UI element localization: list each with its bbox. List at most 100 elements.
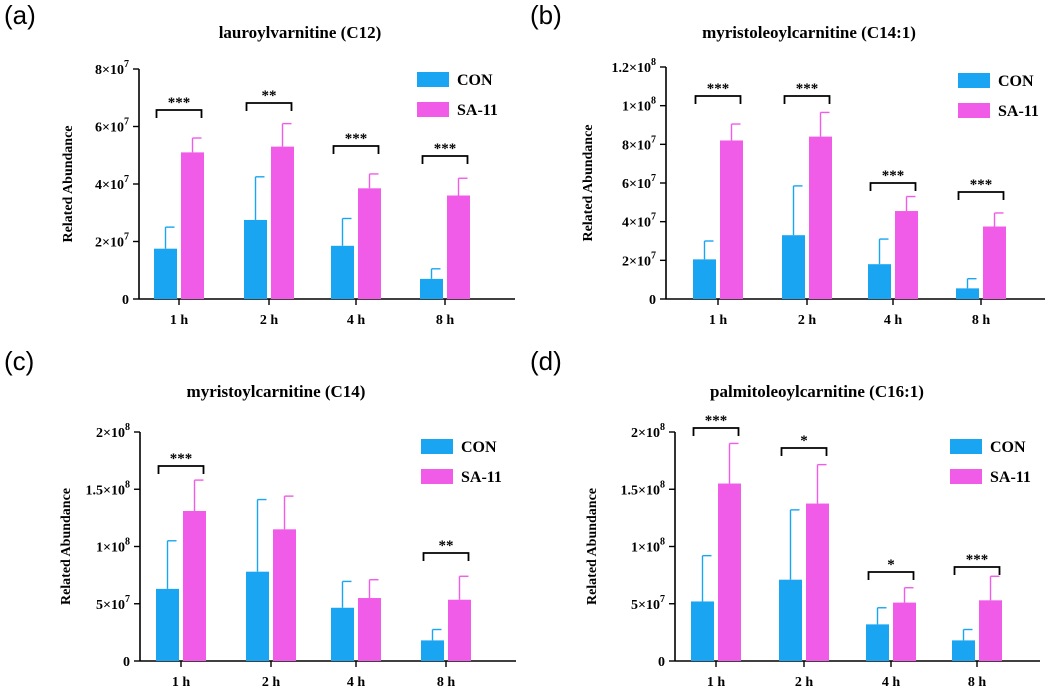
y-tick-label-d-3: 1.5×108 bbox=[621, 479, 665, 498]
bar-b-con-1 bbox=[782, 235, 805, 299]
significance-label-d-2: * bbox=[887, 557, 895, 573]
panel-label-d: (d) bbox=[530, 346, 562, 376]
x-tick-label-a-3: 8 h bbox=[436, 313, 455, 328]
y-tick-label-b-0: 0 bbox=[649, 293, 656, 308]
significance-label-a-1: ** bbox=[262, 88, 277, 104]
bar-b-sa11-0 bbox=[720, 140, 743, 299]
y-tick-label-b-2: 4×107 bbox=[622, 212, 656, 231]
y-tick-label-b-4: 8×107 bbox=[622, 134, 656, 153]
legend-label-d-1: SA-11 bbox=[990, 469, 1031, 486]
significance-label-d-0: *** bbox=[705, 413, 728, 429]
x-tick-label-a-1: 2 h bbox=[260, 313, 279, 328]
legend-label-b-1: SA-11 bbox=[998, 103, 1039, 120]
significance-label-b-3: *** bbox=[970, 177, 993, 193]
legend-swatch-b-0 bbox=[958, 73, 990, 88]
y-tick-label-b-1: 2×107 bbox=[622, 250, 656, 269]
panel-label-b: (b) bbox=[530, 0, 562, 30]
chart-svg-b: (b) myristoleoylcarnitine (C14:1) Related … bbox=[530, 0, 1045, 328]
bar-c-con-0 bbox=[156, 588, 179, 661]
bar-b-sa11-1 bbox=[809, 136, 832, 299]
bar-a-con-1 bbox=[244, 219, 267, 299]
bar-a-sa11-0 bbox=[181, 152, 204, 299]
chart-title-c: myristoylcarnitine (C14) bbox=[187, 382, 366, 401]
legend-swatch-b-1 bbox=[958, 103, 990, 118]
bar-a-con-0 bbox=[154, 248, 177, 299]
chart-panel-a: (a) lauroylvarnitine (C12) Related Abundan… bbox=[0, 0, 526, 346]
significance-bracket-c-3 bbox=[422, 552, 470, 561]
significance-bracket-b-1 bbox=[783, 95, 831, 104]
legend-label-b-0: CON bbox=[998, 73, 1034, 90]
chart-title-b: myristoleoylcarnitine (C14:1) bbox=[702, 23, 916, 42]
legend-swatch-d-0 bbox=[950, 439, 982, 454]
panel-label-c: (c) bbox=[4, 346, 34, 376]
legend-swatch-c-1 bbox=[421, 469, 453, 484]
significance-bracket-d-1 bbox=[780, 447, 828, 456]
significance-label-a-0: *** bbox=[168, 95, 191, 111]
bar-c-con-3 bbox=[421, 640, 444, 661]
y-tick-label-b-5: 1×108 bbox=[622, 96, 656, 115]
significance-label-b-2: *** bbox=[882, 168, 905, 184]
bar-b-con-0 bbox=[693, 259, 716, 299]
y-tick-label-d-1: 5×107 bbox=[631, 594, 665, 613]
significance-bracket-a-0 bbox=[155, 109, 203, 118]
y-tick-label-c-0: 0 bbox=[123, 655, 130, 670]
bar-d-sa11-0 bbox=[718, 483, 741, 661]
bar-a-sa11-1 bbox=[271, 146, 294, 299]
chart-panel-d: (d) palmitoleoylcarnitine (C16:1) Related … bbox=[526, 346, 1052, 692]
x-tick-label-c-0: 1 h bbox=[172, 675, 191, 690]
bar-d-con-0 bbox=[691, 601, 714, 661]
x-tick-label-b-1: 2 h bbox=[798, 313, 817, 328]
y-axis-label-a: Related Abundance bbox=[61, 125, 76, 242]
legend-swatch-a-1 bbox=[417, 102, 449, 117]
legend-swatch-d-1 bbox=[950, 469, 982, 484]
y-tick-label-c-3: 1.5×108 bbox=[86, 479, 130, 498]
x-tick-label-d-2: 4 h bbox=[882, 675, 901, 690]
y-tick-label-d-4: 2×108 bbox=[631, 422, 665, 441]
significance-label-d-3: *** bbox=[966, 552, 989, 568]
chart-panel-b: (b) myristoleoylcarnitine (C14:1) Related … bbox=[526, 0, 1052, 346]
chart-svg-d: (d) palmitoleoylcarnitine (C16:1) Related … bbox=[530, 346, 1040, 690]
bar-a-con-3 bbox=[420, 278, 443, 299]
bar-c-sa11-2 bbox=[358, 598, 381, 661]
significance-label-d-1: * bbox=[800, 433, 808, 449]
x-tick-label-b-0: 1 h bbox=[709, 313, 728, 328]
legend-swatch-c-0 bbox=[421, 439, 453, 454]
bar-d-sa11-3 bbox=[979, 600, 1002, 661]
y-tick-label-a-3: 6×107 bbox=[95, 117, 129, 136]
legend-label-c-1: SA-11 bbox=[461, 469, 502, 486]
significance-bracket-a-3 bbox=[421, 155, 469, 164]
bar-c-con-1 bbox=[246, 571, 269, 661]
significance-bracket-a-1 bbox=[245, 102, 293, 111]
x-tick-label-c-2: 4 h bbox=[347, 675, 366, 690]
y-tick-label-c-4: 2×108 bbox=[96, 422, 130, 441]
x-tick-label-c-3: 8 h bbox=[437, 675, 456, 690]
legend-label-a-1: SA-11 bbox=[457, 102, 498, 119]
significance-label-a-2: *** bbox=[345, 131, 368, 147]
significance-bracket-d-3 bbox=[953, 566, 1001, 575]
significance-label-c-3: ** bbox=[439, 538, 454, 554]
x-tick-label-c-1: 2 h bbox=[262, 675, 281, 690]
legend-swatch-a-0 bbox=[417, 72, 449, 87]
y-tick-label-c-1: 5×107 bbox=[96, 594, 130, 613]
bar-b-con-3 bbox=[956, 288, 979, 299]
bar-c-con-2 bbox=[331, 607, 354, 661]
significance-label-c-0: *** bbox=[170, 451, 193, 467]
significance-bracket-d-0 bbox=[692, 427, 740, 436]
bar-d-sa11-2 bbox=[893, 602, 916, 661]
significance-label-b-0: *** bbox=[707, 81, 730, 97]
significance-bracket-b-2 bbox=[869, 182, 917, 191]
y-tick-label-a-4: 8×107 bbox=[95, 59, 129, 78]
legend-label-d-0: CON bbox=[990, 439, 1026, 456]
y-axis-label-d: Related Abundance bbox=[585, 488, 600, 605]
y-axis-label-c: Related Abundance bbox=[59, 488, 74, 605]
bar-c-sa11-0 bbox=[183, 511, 206, 661]
significance-label-a-3: *** bbox=[434, 141, 457, 157]
bar-a-sa11-3 bbox=[447, 195, 470, 299]
chart-panel-c: (c) myristoylcarnitine (C14) Related Abund… bbox=[0, 346, 526, 692]
bar-c-sa11-3 bbox=[448, 599, 471, 661]
panel-label-a: (a) bbox=[4, 0, 36, 30]
x-tick-label-d-1: 2 h bbox=[795, 675, 814, 690]
bar-d-con-2 bbox=[866, 624, 889, 661]
bar-d-sa11-1 bbox=[806, 503, 829, 661]
chart-svg-a: (a) lauroylvarnitine (C12) Related Abundan… bbox=[4, 0, 515, 328]
